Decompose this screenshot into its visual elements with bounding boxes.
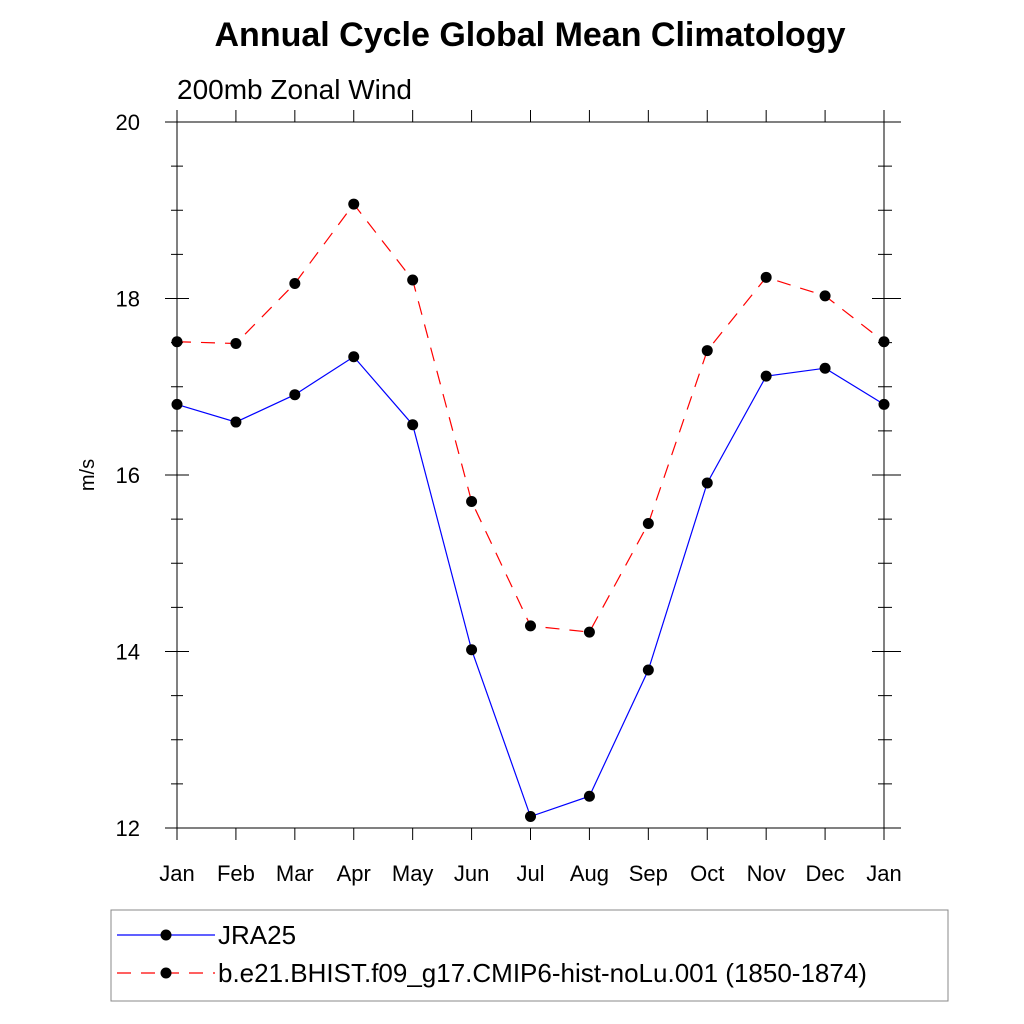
chart-subtitle: 200mb Zonal Wind — [177, 74, 412, 105]
x-tick-label: Nov — [747, 861, 786, 886]
y-tick-label: 14 — [116, 640, 140, 665]
data-point — [819, 362, 831, 374]
x-tick-label: Dec — [806, 861, 845, 886]
data-point — [348, 198, 360, 210]
y-tick-label: 18 — [116, 287, 140, 312]
data-point — [878, 398, 890, 410]
data-point — [760, 370, 772, 382]
data-point — [466, 644, 478, 656]
x-tick-label: Jun — [454, 861, 489, 886]
y-tick-label: 16 — [116, 463, 140, 488]
y-axis-label: m/s — [77, 459, 99, 491]
plot-frame — [176, 121, 885, 829]
data-point — [171, 336, 183, 348]
data-point — [171, 398, 183, 410]
data-point — [230, 416, 242, 428]
chart-title: Annual Cycle Global Mean Climatology — [215, 16, 846, 54]
data-point — [701, 477, 713, 489]
data-point — [583, 626, 595, 638]
legend-label: JRA25 — [218, 920, 296, 950]
data-point — [701, 345, 713, 357]
series-line — [176, 355, 885, 818]
data-point — [289, 277, 301, 289]
legend-swatch-marker — [160, 929, 172, 941]
series-1 — [171, 198, 890, 638]
data-point — [878, 336, 890, 348]
y-tick-label: 12 — [116, 816, 140, 841]
x-tick-label: Jan — [159, 861, 194, 886]
data-point — [348, 351, 360, 363]
series-0 — [171, 351, 890, 823]
data-point — [760, 271, 772, 283]
legend-label: b.e21.BHIST.f09_g17.CMIP6-hist-noLu.001 … — [218, 958, 867, 988]
x-tick-label: Apr — [337, 861, 371, 886]
data-point — [407, 419, 419, 431]
data-point — [583, 790, 595, 802]
legend-swatch-marker — [160, 967, 172, 979]
x-tick-label: May — [392, 861, 434, 886]
x-tick-label: Mar — [276, 861, 314, 886]
data-point — [819, 290, 831, 302]
x-tick-label: Feb — [217, 861, 255, 886]
data-point — [525, 811, 536, 823]
x-tick-label: Sep — [629, 861, 668, 886]
data-point — [642, 664, 654, 676]
y-tick-label: 20 — [116, 110, 140, 135]
data-point — [289, 389, 301, 401]
x-tick-label: Jan — [866, 861, 901, 886]
legend-box — [110, 909, 949, 1002]
series-line — [176, 203, 885, 633]
x-tick-label: Aug — [570, 861, 609, 886]
data-point — [525, 620, 536, 632]
data-point — [407, 274, 419, 286]
x-tick-label: Oct — [690, 861, 724, 886]
data-point — [466, 495, 478, 507]
x-tick-label: Jul — [516, 861, 544, 886]
data-point — [230, 338, 242, 350]
data-point — [642, 518, 654, 530]
